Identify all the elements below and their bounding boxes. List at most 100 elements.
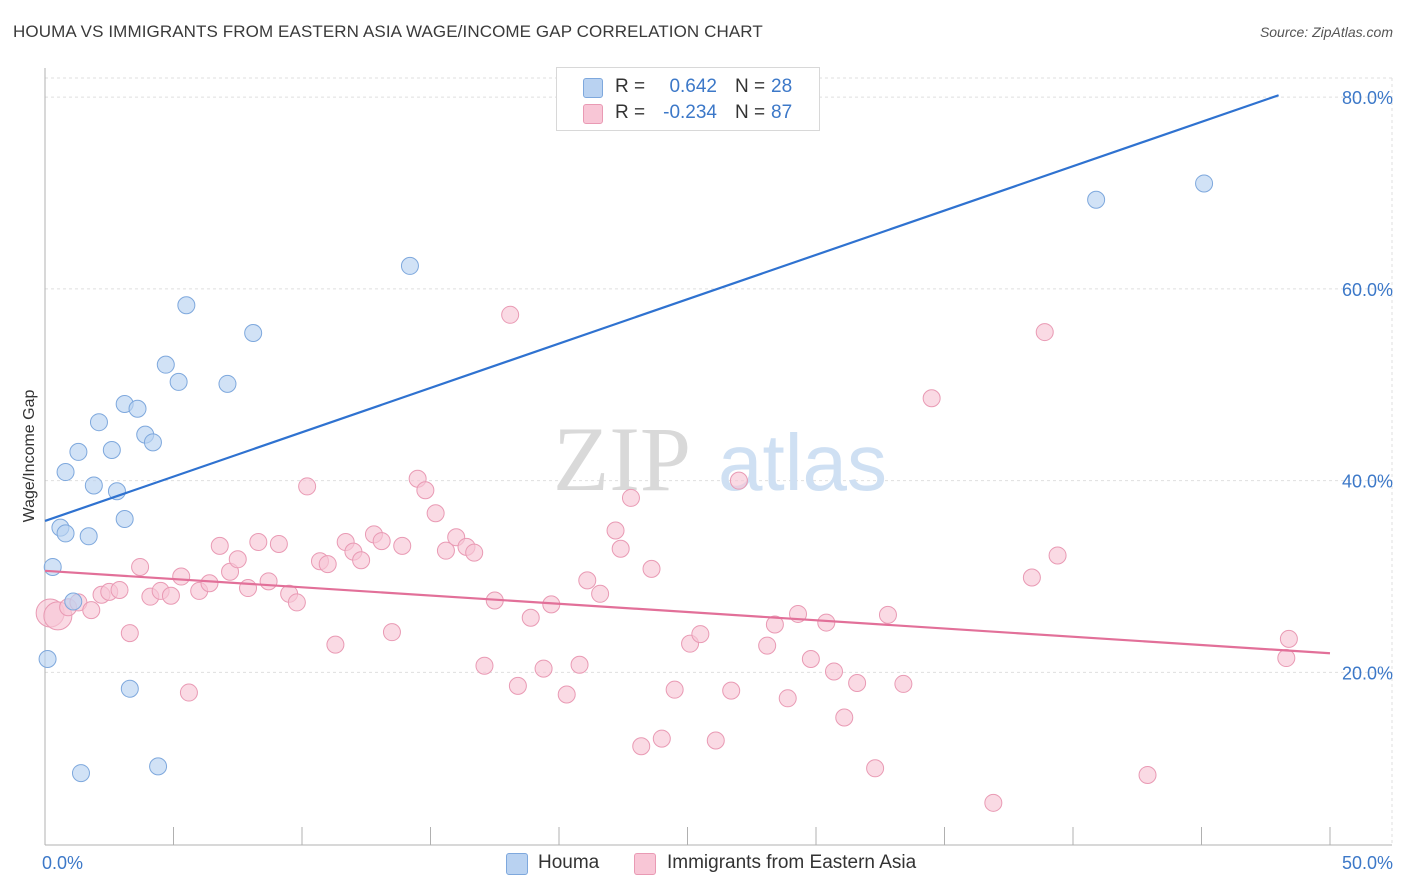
immigrants-point	[1138, 766, 1157, 785]
immigrants-point	[758, 636, 777, 655]
immigrants-point	[259, 572, 278, 591]
houma-point	[1087, 190, 1106, 209]
legend-r-label: R =	[615, 102, 646, 123]
immigrants-point	[228, 550, 247, 569]
watermark-atlas: atlas	[718, 418, 887, 507]
immigrants-point	[239, 579, 258, 598]
immigrants-point	[426, 504, 445, 523]
houma-point	[84, 476, 103, 495]
houma-point	[89, 413, 108, 432]
houma-point	[56, 524, 75, 543]
houma-point	[218, 374, 237, 393]
immigrants-point	[249, 533, 268, 552]
houma-point	[128, 399, 147, 418]
houma-point	[115, 510, 134, 529]
immigrants-point	[352, 551, 371, 570]
houma-point	[1195, 174, 1214, 193]
houma-point	[71, 764, 90, 783]
source-label: Source: ZipAtlas.com	[1259, 24, 1393, 40]
immigrants-point	[557, 685, 576, 704]
houma-trend-line	[44, 94, 1279, 522]
immigrants-point	[1048, 546, 1067, 565]
x-tick-label-min: 0.0%	[42, 853, 83, 873]
immigrants-point	[110, 580, 129, 599]
immigrants-point	[172, 567, 191, 586]
immigrants-point	[200, 574, 219, 593]
houma-series	[38, 174, 1214, 783]
legend-n-label: N =	[735, 102, 766, 123]
legend-swatch-immigrants	[634, 853, 656, 875]
immigrants-point	[570, 655, 589, 674]
immigrants-series	[35, 305, 1298, 812]
immigrants-point	[120, 624, 139, 643]
legend-r-value-immigrants: -0.234	[663, 102, 717, 123]
houma-point	[79, 527, 98, 546]
immigrants-point	[922, 389, 941, 408]
trend-lines	[44, 94, 1331, 655]
immigrants-point	[318, 555, 337, 574]
immigrants-point	[501, 305, 520, 324]
immigrants-point	[382, 623, 401, 642]
immigrants-point	[722, 681, 741, 700]
immigrants-point	[866, 759, 885, 778]
immigrants-point	[1279, 629, 1298, 648]
immigrants-point	[894, 674, 913, 693]
immigrants-point	[131, 557, 150, 576]
immigrants-point	[652, 729, 671, 748]
houma-point	[169, 372, 188, 391]
immigrants-point	[298, 477, 317, 496]
houma-point	[43, 557, 62, 576]
houma-point	[149, 757, 168, 776]
immigrants-point	[642, 559, 661, 578]
immigrants-point	[534, 659, 553, 678]
immigrants-point	[179, 683, 198, 702]
houma-point	[143, 433, 162, 452]
immigrants-point	[82, 601, 101, 620]
immigrants-point	[521, 608, 540, 627]
houma-point	[177, 296, 196, 315]
y-tick-label: 20.0%	[1342, 663, 1393, 683]
immigrants-point	[729, 471, 748, 490]
houma-point	[156, 355, 175, 374]
immigrants-point	[508, 676, 527, 695]
legend-n-value-immigrants: 87	[771, 102, 793, 123]
y-tick-label: 60.0%	[1342, 280, 1393, 300]
chart-title: HOUMA VS IMMIGRANTS FROM EASTERN ASIA WA…	[13, 22, 763, 41]
immigrants-point	[778, 689, 797, 708]
houma-point	[120, 679, 139, 698]
houma-point	[102, 440, 121, 459]
immigrants-point	[665, 680, 684, 699]
immigrants-point	[835, 708, 854, 727]
stats-legend: R = 0.642 N = 28 R = -0.234 N = 87	[556, 67, 820, 131]
legend-n-value-houma: 28	[771, 76, 793, 97]
y-axis-label: Wage/Income Gap	[21, 390, 38, 523]
y-tick-label: 40.0%	[1342, 472, 1393, 492]
immigrants-point	[765, 615, 784, 634]
immigrants-point	[372, 532, 391, 551]
legend-row-immigrants: R = -0.234 N = 87	[557, 101, 819, 127]
immigrants-point	[621, 488, 640, 507]
watermark-zip: ZIP	[553, 408, 691, 510]
immigrants-point	[436, 541, 455, 560]
immigrants-point	[1022, 568, 1041, 587]
immigrants-point	[287, 593, 306, 612]
immigrants-trend-line	[44, 569, 1331, 655]
immigrants-point	[578, 571, 597, 590]
immigrants-point	[984, 793, 1003, 812]
immigrants-point	[475, 656, 494, 675]
houma-point	[244, 324, 263, 343]
immigrants-point	[606, 521, 625, 540]
legend-label-immigrants: Immigrants from Eastern Asia	[667, 852, 917, 873]
immigrants-point	[465, 543, 484, 562]
immigrants-point	[824, 662, 843, 681]
immigrants-point	[611, 539, 630, 558]
immigrants-point	[326, 635, 345, 654]
immigrants-point	[878, 605, 897, 624]
immigrants-point	[393, 536, 412, 555]
immigrants-point	[1035, 323, 1054, 342]
axes	[44, 68, 1392, 846]
immigrants-point	[591, 584, 610, 603]
immigrants-point	[691, 625, 710, 644]
immigrants-point	[817, 613, 836, 632]
